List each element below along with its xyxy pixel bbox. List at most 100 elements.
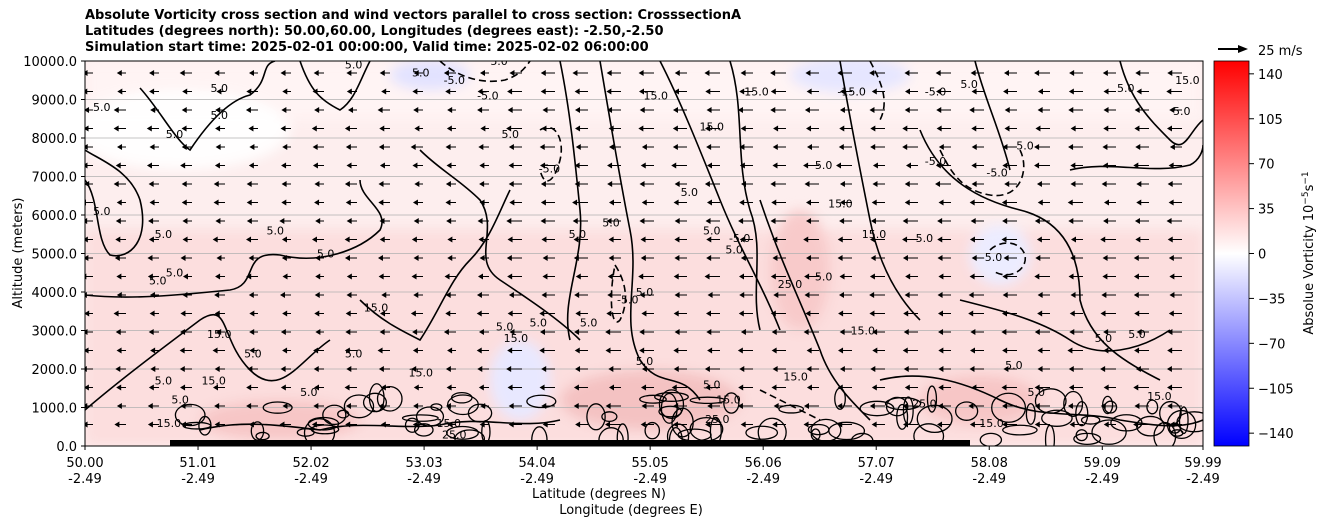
wind-vector-head	[213, 384, 219, 391]
contour-label: 5.0	[636, 355, 654, 368]
wind-vector-head	[1037, 88, 1043, 95]
contour-label: 5.0	[211, 109, 229, 122]
surface-contour	[913, 423, 945, 446]
contour-label: 5.0	[681, 186, 699, 199]
wind-vector-head	[572, 199, 578, 206]
wind-vector-head	[344, 255, 350, 261]
wind-vector-head	[85, 292, 87, 298]
contour-label: 15.0	[979, 417, 1004, 430]
wind-vector-head	[480, 403, 486, 409]
x-tick-label-lon: -2.49	[746, 472, 780, 487]
wind-vector-head	[1134, 218, 1140, 224]
wind-vector-head	[837, 403, 843, 409]
wind-vector-head	[839, 273, 845, 280]
wind-vector-head	[968, 403, 974, 409]
wind-vector-head	[115, 218, 121, 224]
wind-vector-head	[971, 125, 977, 132]
wind-vector-head	[938, 273, 944, 280]
wind-vector-head	[905, 162, 911, 169]
wind-vector-head	[902, 255, 908, 261]
wind-vector-head	[572, 218, 578, 224]
wind-vector-head	[280, 70, 286, 76]
wind-vector-head	[1067, 347, 1073, 354]
wind-vector-head	[85, 162, 88, 169]
wind-vector-head	[414, 125, 420, 132]
wind-vector-head	[1168, 310, 1174, 317]
wind-vector-head	[772, 144, 778, 150]
wind-vector-head	[870, 366, 876, 372]
wind-vector-head	[904, 70, 910, 76]
wind-vector-head	[344, 347, 350, 354]
colorbar-tick-label: 105	[1258, 113, 1283, 128]
wind-vector-head	[478, 384, 484, 391]
wind-vector-head	[85, 236, 88, 243]
wind-vector-head	[1100, 310, 1106, 317]
wind-vector-head	[344, 236, 350, 243]
wind-vector-head	[969, 199, 975, 206]
wind-vector-head	[346, 366, 352, 372]
wind-vector-head	[248, 125, 254, 132]
wind-vector-head	[638, 88, 644, 95]
wind-vector-head	[673, 347, 679, 354]
wind-vector-head	[113, 181, 119, 187]
wind-vector-head	[1069, 70, 1075, 76]
wind-vector-head	[904, 292, 910, 298]
wind-vector-head	[1102, 162, 1108, 169]
wind-vector-head	[113, 125, 119, 132]
wind-vector-head	[738, 310, 744, 317]
wind-vector-head	[804, 292, 810, 298]
wind-vector-head	[85, 347, 89, 354]
wind-vector-head	[446, 384, 452, 391]
wind-vector-head	[640, 162, 646, 169]
wind-vector-head	[1134, 310, 1140, 317]
wind-vector-head	[869, 70, 875, 76]
wind-vector-head	[739, 236, 745, 243]
wind-vector-head	[1168, 162, 1174, 169]
wind-vector-head	[1103, 88, 1109, 95]
wind-vector-head	[1168, 255, 1174, 261]
surface-contour	[644, 421, 661, 440]
wind-vector-head	[969, 366, 975, 372]
wind-vector-head	[212, 236, 218, 243]
wind-vector-head	[179, 366, 185, 372]
wind-vector-head	[674, 218, 680, 224]
wind-vector-head	[85, 421, 88, 428]
wind-vector-head	[1036, 181, 1042, 187]
wind-vector-head	[706, 329, 712, 335]
wind-vector-head	[248, 421, 254, 428]
wind-vector-head	[447, 421, 453, 428]
wind-vector-head	[85, 273, 87, 280]
x-tick-label-lon: -2.49	[294, 472, 328, 487]
wind-vector-head	[1167, 347, 1173, 354]
wind-vector-head	[902, 347, 908, 354]
wind-vector-head	[215, 273, 221, 280]
wind-vector-head	[116, 199, 122, 206]
wind-vector-head	[639, 292, 645, 298]
wind-vector-head	[770, 88, 776, 95]
negative-contour-line	[610, 264, 627, 323]
wind-vector-head	[803, 421, 809, 428]
wind-vector-head	[249, 347, 255, 354]
wind-vector-head	[149, 199, 155, 206]
wind-vector-head	[738, 218, 744, 224]
wind-vector-head	[706, 199, 712, 206]
wind-vector-head	[182, 218, 188, 224]
wind-vector-head	[704, 366, 710, 372]
wind-vector-head	[740, 421, 746, 428]
wind-vector-head	[85, 107, 90, 113]
wind-vector-head	[150, 366, 156, 372]
wind-vector-head	[937, 218, 943, 224]
wind-vector-head	[607, 273, 613, 280]
x-tick-label-lat: 59.99	[1184, 456, 1221, 471]
contour-line	[359, 189, 511, 342]
wind-vector-head	[839, 218, 845, 224]
wind-vector-head	[1003, 366, 1009, 372]
wind-vector-head	[1067, 199, 1073, 206]
x-tick-label-lon: -2.49	[633, 472, 667, 487]
contour-line	[919, 129, 1161, 381]
y-tick-label: 10000.0	[23, 55, 77, 70]
wind-vector-head	[85, 218, 88, 224]
wind-vector-head	[445, 88, 451, 95]
wind-vector-head	[903, 310, 909, 317]
wind-vector-head	[1002, 218, 1008, 224]
